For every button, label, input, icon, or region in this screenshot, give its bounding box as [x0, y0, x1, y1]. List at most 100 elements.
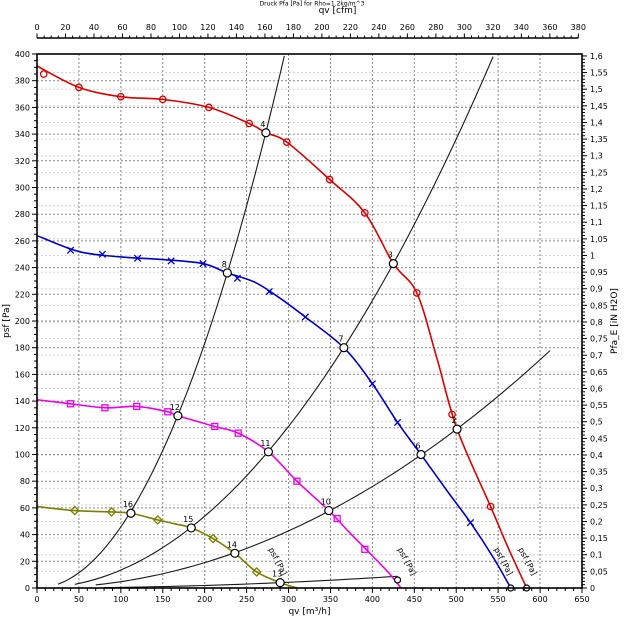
svg-text:0,65: 0,65: [590, 368, 608, 377]
top-axis-title: qv [cfm]: [319, 6, 357, 16]
svg-text:1,3: 1,3: [590, 152, 603, 161]
svg-text:0: 0: [34, 595, 39, 604]
operating-point-label-11: 11: [260, 439, 270, 448]
svg-text:1,35: 1,35: [590, 135, 608, 144]
grid-minor-layer: [37, 72, 582, 572]
chart-title: Druck Pfa [Pa] for Rho=1.2kg/m^3: [260, 1, 365, 8]
svg-text:600: 600: [532, 595, 547, 604]
svg-text:200: 200: [314, 23, 329, 32]
svg-text:300: 300: [281, 595, 296, 604]
svg-text:280: 280: [428, 23, 443, 32]
svg-text:360: 360: [542, 23, 557, 32]
svg-text:0,8: 0,8: [590, 318, 603, 327]
svg-text:300: 300: [457, 23, 472, 32]
operating-point-label-8: 8: [222, 260, 227, 269]
svg-text:220: 220: [343, 23, 358, 32]
svg-text:340: 340: [514, 23, 529, 32]
svg-text:320: 320: [485, 23, 500, 32]
svg-text:80: 80: [146, 23, 156, 32]
system-curve-4: [104, 575, 398, 589]
fan-curve-blue-markers: [66, 246, 475, 527]
operating-point-label-7: 7: [338, 335, 343, 344]
svg-text:450: 450: [407, 595, 422, 604]
operating-point-label-4: 4: [260, 120, 265, 129]
operating-point-7: [339, 343, 349, 353]
operating-point-2: [452, 424, 462, 434]
operating-point-label-10: 10: [321, 498, 331, 507]
system-curves-layer: [57, 55, 551, 589]
svg-text:200: 200: [15, 317, 30, 326]
svg-text:120: 120: [200, 23, 215, 32]
svg-text:550: 550: [491, 595, 506, 604]
svg-text:50: 50: [74, 595, 84, 604]
svg-text:40: 40: [89, 23, 99, 32]
svg-text:240: 240: [15, 264, 30, 273]
system-curve-2: [74, 56, 494, 585]
svg-text:400: 400: [365, 595, 380, 604]
fan-curve-olive-markers: [69, 505, 262, 577]
svg-text:0,9: 0,9: [590, 285, 603, 294]
fan-curve-magenta-markers: [66, 400, 369, 553]
svg-text:0: 0: [590, 584, 595, 593]
svg-text:350: 350: [323, 595, 338, 604]
svg-text:1,05: 1,05: [590, 235, 608, 244]
svg-text:1,2: 1,2: [590, 185, 603, 194]
svg-text:0,5: 0,5: [590, 418, 603, 427]
svg-text:0,3: 0,3: [590, 484, 603, 493]
svg-text:180: 180: [15, 344, 30, 353]
svg-text:100: 100: [113, 595, 128, 604]
operating-point-label-2: 2: [452, 416, 457, 425]
operating-point-10: [324, 505, 334, 516]
svg-text:260: 260: [400, 23, 415, 32]
svg-text:260: 260: [15, 237, 30, 246]
svg-text:60: 60: [117, 23, 127, 32]
operating-point-label-12: 12: [170, 403, 180, 412]
svg-text:1,15: 1,15: [590, 202, 608, 211]
fan-curve-magenta: [36, 398, 402, 589]
operating-point-13: [275, 578, 285, 588]
svg-text:0: 0: [25, 584, 30, 593]
svg-text:400: 400: [15, 50, 30, 59]
svg-text:250: 250: [239, 595, 254, 604]
svg-text:300: 300: [15, 184, 30, 193]
svg-text:240: 240: [371, 23, 386, 32]
svg-text:1,6: 1,6: [590, 52, 603, 61]
svg-text:1,55: 1,55: [590, 69, 608, 78]
svg-text:0,15: 0,15: [590, 534, 608, 543]
svg-text:20: 20: [20, 557, 30, 566]
svg-text:1,25: 1,25: [590, 168, 608, 177]
operating-point-4: [261, 128, 271, 138]
svg-text:0,4: 0,4: [590, 451, 603, 460]
operating-point-3: [388, 258, 398, 269]
svg-text:100: 100: [15, 451, 30, 460]
fan-curve-red: [36, 65, 528, 589]
svg-text:160: 160: [15, 370, 30, 379]
svg-text:140: 140: [229, 23, 244, 32]
svg-text:180: 180: [286, 23, 301, 32]
svg-text:120: 120: [15, 424, 30, 433]
system-curve-1: [57, 55, 285, 585]
svg-text:500: 500: [449, 595, 464, 604]
svg-text:1,5: 1,5: [590, 85, 603, 94]
svg-text:320: 320: [15, 157, 30, 166]
operating-point-11: [263, 447, 274, 457]
operating-point-label-16: 16: [123, 500, 133, 509]
svg-text:0,45: 0,45: [590, 434, 608, 443]
operating-point-label-15: 15: [183, 515, 193, 524]
svg-text:0,2: 0,2: [590, 517, 603, 526]
svg-text:160: 160: [257, 23, 272, 32]
operating-point-6: [416, 449, 426, 460]
operating-point-8: [222, 268, 232, 278]
svg-text:200: 200: [197, 595, 212, 604]
svg-text:0,05: 0,05: [590, 567, 608, 576]
operating-point-16: [126, 508, 136, 518]
operating-point-9: [393, 576, 402, 584]
svg-text:380: 380: [15, 77, 30, 86]
svg-text:1,1: 1,1: [590, 218, 603, 227]
operating-point-15: [186, 523, 196, 533]
svg-text:60: 60: [20, 504, 30, 513]
svg-text:220: 220: [15, 290, 30, 299]
operating-point-label-13: 13: [272, 570, 282, 579]
